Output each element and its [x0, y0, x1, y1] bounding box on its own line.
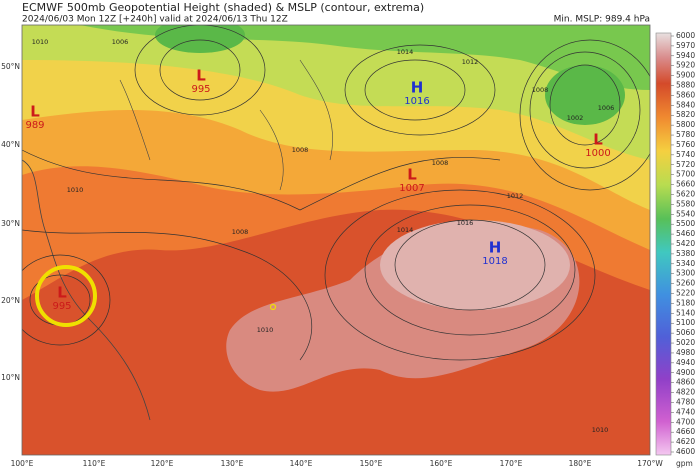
colorbar-label: 4620 — [676, 437, 695, 446]
colorbar-label: 5300 — [676, 269, 695, 278]
colorbar-label: 5760 — [676, 140, 695, 149]
colorbar-label: 5100 — [676, 318, 695, 327]
contour-label: 1014 — [397, 48, 414, 56]
contour-label: 1010 — [67, 186, 84, 194]
contour-label: 1008 — [432, 159, 449, 167]
lon-label: 120°E — [151, 459, 174, 468]
colorbar-label: 4860 — [676, 378, 695, 387]
colorbar-label: 4660 — [676, 427, 695, 436]
extremum-symbol: H — [489, 239, 502, 257]
extremum-value: 995 — [52, 301, 71, 312]
lon-label: 150°E — [360, 459, 383, 468]
extremum-value: 1007 — [399, 183, 424, 194]
contour-label: 1010 — [592, 426, 609, 434]
colorbar-label: 4900 — [676, 368, 695, 377]
colorbar-label: 5460 — [676, 229, 695, 238]
contour-label: 1002 — [567, 114, 584, 122]
contour-label: 1014 — [397, 226, 414, 234]
min-mslp: Min. MSLP: 989.4 hPa — [554, 15, 650, 25]
extremum-symbol: L — [30, 103, 40, 121]
marker — [269, 303, 277, 311]
title: ECMWF 500mb Geopotential Height (shaded)… — [22, 1, 424, 14]
colorbar-label: 5500 — [676, 219, 695, 228]
highlight-circle — [35, 265, 97, 327]
colorbar-label: 5180 — [676, 298, 695, 307]
map-frame — [21, 24, 651, 456]
subtitle: 2024/06/03 Mon 12Z [+240h] valid at 2024… — [22, 15, 288, 25]
lon-label: 130°E — [221, 459, 244, 468]
colorbar-label: 5800 — [676, 120, 695, 129]
colorbar-label: 4820 — [676, 388, 695, 397]
lon-label: 100°E — [11, 459, 34, 468]
lon-label: 160°E — [430, 459, 453, 468]
contour-label: 1010 — [32, 38, 49, 46]
contour-label: 1012 — [462, 58, 479, 66]
colorbar-label: 5860 — [676, 90, 695, 99]
colorbar-label: 4700 — [676, 417, 695, 426]
extremum-value: 989 — [25, 120, 44, 131]
lon-label: 180°E — [569, 459, 592, 468]
colorbar-label: 4980 — [676, 348, 695, 357]
colorbar-label: 4780 — [676, 397, 695, 406]
colorbar-label: 5940 — [676, 51, 695, 60]
colorbar-label: 5020 — [676, 338, 695, 347]
map-field — [22, 25, 650, 455]
extremum-symbol: L — [57, 284, 67, 302]
colorbar-label: 5620 — [676, 189, 695, 198]
colorbar-label: 5060 — [676, 328, 695, 337]
colorbar-label: 5420 — [676, 239, 695, 248]
contour-label: 1008 — [532, 86, 549, 94]
colorbar-label: 5140 — [676, 308, 695, 317]
colorbar-label: 5660 — [676, 180, 695, 189]
colorbar-label: 5920 — [676, 61, 695, 70]
colorbar-label: 5580 — [676, 199, 695, 208]
colorbar-label: 5540 — [676, 209, 695, 218]
contour-label: 1008 — [292, 146, 309, 154]
colorbar-label: 5220 — [676, 289, 695, 298]
colorbar-label: 5740 — [676, 150, 695, 159]
contour-label: 1016 — [457, 219, 474, 227]
colorbar-label: 5700 — [676, 170, 695, 179]
contour-label: 1006 — [112, 38, 129, 46]
lat-label: 50°N — [1, 62, 20, 71]
colorbar-label: 5340 — [676, 259, 695, 268]
lat-label: 30°N — [1, 219, 20, 228]
lat-label: 20°N — [1, 296, 20, 305]
colorbar-label: 5900 — [676, 71, 695, 80]
colorbar-label: 5840 — [676, 100, 695, 109]
lon-label: 170°W — [637, 459, 663, 468]
colorbar-label: 4940 — [676, 358, 695, 367]
colorbar-label: 5380 — [676, 249, 695, 258]
lat-label: 10°N — [1, 373, 20, 382]
lon-label: 170°E — [500, 459, 523, 468]
contour-label: 1012 — [507, 192, 524, 200]
colorbar-label: 5880 — [676, 81, 695, 90]
extremum-value: 1018 — [482, 256, 507, 267]
lon-label: 110°E — [83, 459, 106, 468]
contour-label: 1008 — [232, 228, 249, 236]
colorbar — [655, 32, 672, 456]
extremum-value: 995 — [191, 84, 210, 95]
colorbar-label: 5720 — [676, 160, 695, 169]
extremum-value: 1016 — [404, 96, 429, 107]
colorbar-label: 4740 — [676, 407, 695, 416]
colorbar-label: 5780 — [676, 130, 695, 139]
colorbar-label: 5260 — [676, 279, 695, 288]
colorbar-label: 5970 — [676, 41, 695, 50]
extremum-symbol: H — [411, 79, 424, 97]
colorbar-label: 4600 — [676, 447, 695, 456]
extremum-symbol: L — [593, 131, 603, 149]
extremum-symbol: L — [196, 67, 206, 85]
extremum-value: 1000 — [585, 148, 610, 159]
colorbar-label: 6000 — [676, 31, 695, 40]
contour-label: 1006 — [598, 104, 615, 112]
lat-label: 40°N — [1, 140, 20, 149]
extremum-symbol: L — [407, 166, 417, 184]
colorbar-label: 5820 — [676, 110, 695, 119]
contour-label: 1010 — [257, 326, 274, 334]
colorbar-unit: gpm — [676, 459, 693, 468]
lon-label: 140°E — [290, 459, 313, 468]
